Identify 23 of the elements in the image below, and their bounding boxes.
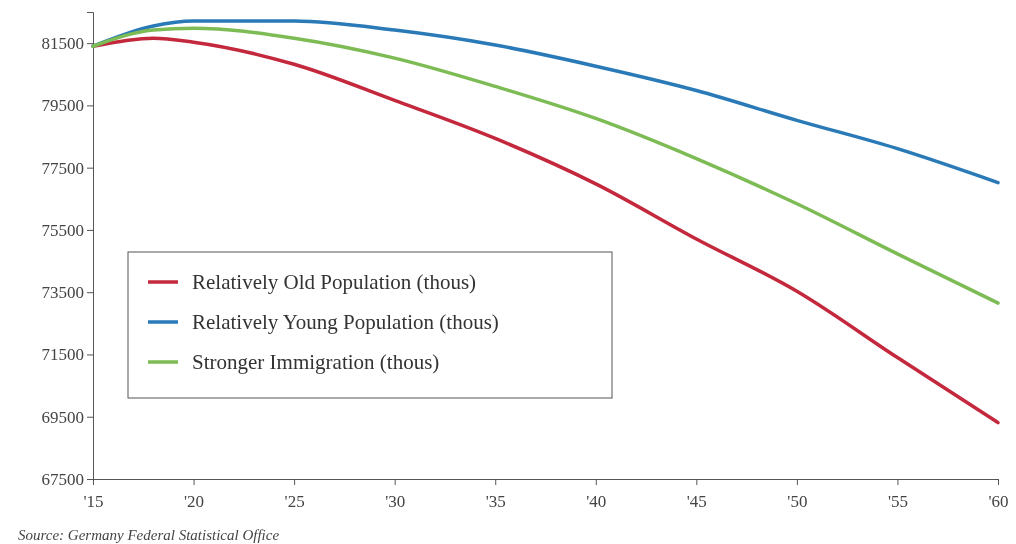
- x-tick-label: '60: [988, 491, 1009, 511]
- x-tick-label: '45: [686, 491, 707, 511]
- y-tick-label: 79500: [41, 96, 84, 116]
- legend-label: Stronger Immigration (thous): [192, 350, 440, 374]
- y-tick-label: 71500: [41, 345, 84, 365]
- x-tick-label: '25: [284, 491, 305, 511]
- x-tick-label: '15: [83, 491, 104, 511]
- x-tick-label: '55: [887, 491, 908, 511]
- x-tick-label: '40: [586, 491, 607, 511]
- legend-label: Relatively Old Population (thous): [192, 270, 477, 294]
- line-series: [91, 26, 1000, 305]
- source-note: Source: Germany Federal Statistical Office: [18, 527, 280, 543]
- x-tick-label: '50: [787, 491, 808, 511]
- legend-label: Relatively Young Population (thous): [192, 310, 499, 334]
- y-tick-label: 73500: [41, 283, 84, 303]
- x-tick-label: '30: [385, 491, 406, 511]
- y-tick-label: 81500: [41, 34, 84, 54]
- x-tick-label: '35: [485, 491, 506, 511]
- y-tick-label: 67500: [41, 469, 84, 489]
- y-tick-label: 69500: [41, 407, 84, 427]
- x-tick-label: '20: [184, 491, 205, 511]
- y-tick-label: 75500: [41, 220, 84, 240]
- y-tick-label: 77500: [41, 158, 84, 178]
